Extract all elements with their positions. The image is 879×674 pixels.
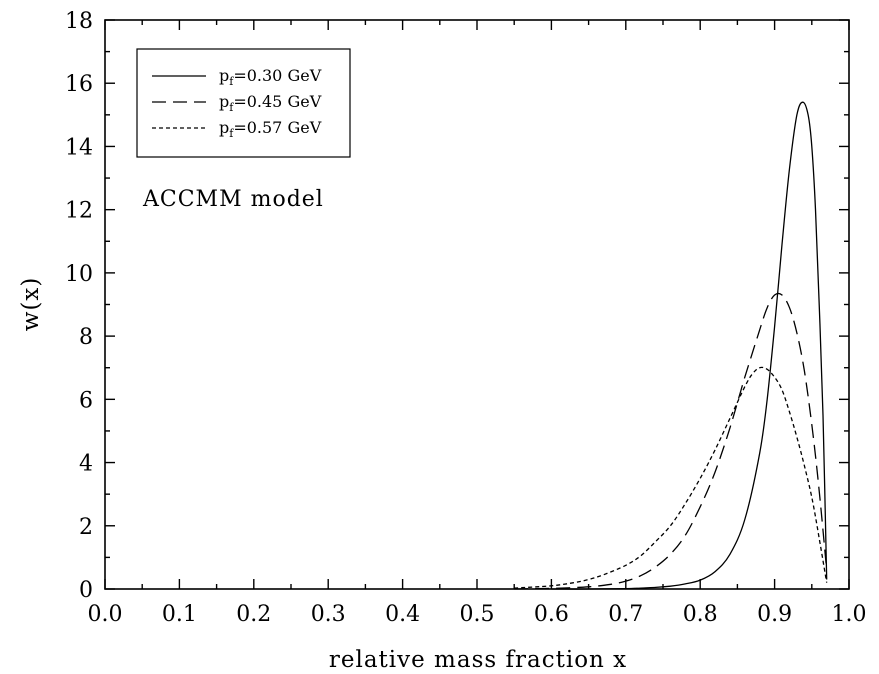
x-tick-label: 0.5 xyxy=(460,602,495,627)
y-tick-label: 4 xyxy=(79,452,93,477)
legend: pf=0.30 GeV pf=0.45 GeV pf=0.57 GeV xyxy=(136,48,351,158)
legend-label-2: pf=0.45 GeV xyxy=(219,92,322,114)
legend-label-3: pf=0.57 GeV xyxy=(219,118,322,140)
series-line-1 xyxy=(551,101,828,590)
x-tick-label: 0.8 xyxy=(683,602,718,627)
x-tick-label: 0.7 xyxy=(608,602,643,627)
model-annotation: ACCMM model xyxy=(142,187,324,212)
y-tick-label: 10 xyxy=(65,262,93,287)
legend-label-1: pf=0.30 GeV xyxy=(219,66,322,88)
x-tick-label: 0.1 xyxy=(162,602,197,627)
x-tick-label: 0.6 xyxy=(534,602,569,627)
x-axis-label: relative mass fraction x xyxy=(329,647,627,673)
series-line-3 xyxy=(514,366,828,589)
x-tick-label: 0.4 xyxy=(385,602,420,627)
y-tick-label: 18 xyxy=(65,9,93,34)
tick-labels: 0.0 0.1 0.2 0.3 0.4 0.5 0.6 0.7 0.8 0.9 1.0 0 2 4 6 8 10… xyxy=(65,9,867,627)
x-tick-label: 1.0 xyxy=(832,602,867,627)
y-tick-label: 12 xyxy=(65,199,93,224)
x-tick-label: 0.0 xyxy=(88,602,123,627)
y-tick-label: 8 xyxy=(79,325,93,350)
axis-ticks xyxy=(104,19,850,590)
y-tick-label: 6 xyxy=(79,388,93,413)
y-tick-label: 16 xyxy=(65,72,93,97)
legend-box xyxy=(136,48,351,158)
x-tick-label: 0.2 xyxy=(236,602,271,627)
series-line-2 xyxy=(514,292,828,590)
y-tick-label: 0 xyxy=(79,578,93,603)
y-axis-label: w(x) xyxy=(18,277,44,332)
y-tick-label: 14 xyxy=(65,135,93,160)
x-tick-label: 0.3 xyxy=(311,602,346,627)
data-series xyxy=(514,101,828,590)
y-tick-label: 2 xyxy=(79,515,93,540)
x-tick-label: 0.9 xyxy=(757,602,792,627)
